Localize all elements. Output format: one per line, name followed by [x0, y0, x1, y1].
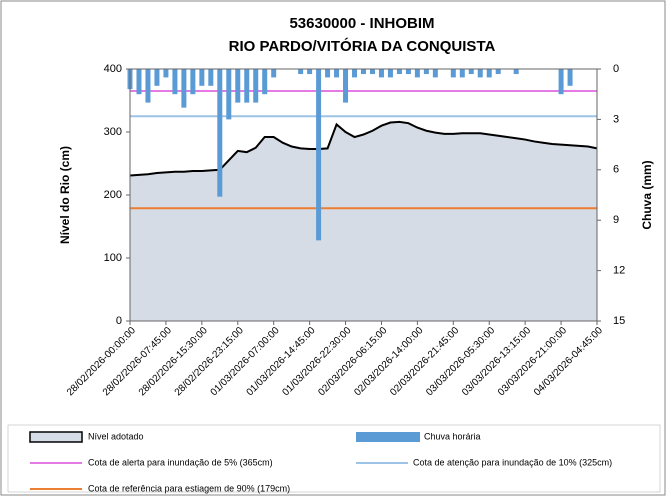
- legend-label: Cota de atenção para inundação de 10% (3…: [413, 457, 612, 467]
- legend-label: Chuva horária: [424, 431, 481, 441]
- chart-title: 53630000 - INHOBIM: [289, 15, 434, 32]
- bar: [396, 69, 402, 75]
- area-line: [129, 120, 598, 177]
- bar: [495, 69, 501, 75]
- bar: [361, 69, 366, 75]
- bar: [405, 69, 411, 75]
- legend-box: [7, 424, 661, 493]
- bar: [172, 69, 178, 95]
- bar: [558, 69, 564, 95]
- y-tick-label: 400: [104, 63, 122, 75]
- legend-swatch: [356, 432, 420, 442]
- bar: [486, 69, 492, 78]
- bar: [154, 69, 160, 86]
- y-tick-label: 300: [104, 126, 122, 138]
- bar: [271, 69, 277, 78]
- bar: [226, 69, 232, 120]
- bar: [217, 69, 223, 197]
- bar: [513, 69, 519, 75]
- bar: [567, 69, 573, 86]
- y-axis-title: Nível do Rio (cm): [58, 146, 72, 244]
- bar: [352, 69, 358, 78]
- y-tick-label: 200: [104, 189, 122, 201]
- bar: [163, 69, 169, 78]
- bar: [477, 69, 483, 78]
- bar: [307, 69, 313, 75]
- legend-label: Cota de referência para estiagem de 90% …: [88, 483, 290, 493]
- bar: [208, 69, 214, 86]
- legend-label: Nível adotado: [88, 431, 144, 441]
- bar: [262, 69, 268, 95]
- area-fill: [130, 121, 597, 321]
- bar: [387, 69, 393, 78]
- y-tick-label: 100: [104, 252, 122, 264]
- y2-tick-label: 12: [613, 265, 625, 277]
- y2-tick-label: 6: [613, 164, 619, 176]
- bar: [459, 69, 465, 78]
- bar: [253, 69, 259, 103]
- bar: [343, 69, 349, 103]
- y2-tick-label: 0: [613, 63, 619, 75]
- legend-label: Cota de alerta para inundação de 5% (365…: [88, 457, 273, 467]
- bar: [136, 69, 142, 95]
- bar: [190, 69, 196, 95]
- bar: [316, 69, 322, 241]
- bar: [432, 69, 438, 78]
- bar: [423, 69, 429, 75]
- bar: [468, 69, 474, 75]
- y2-tick-label: 3: [613, 113, 619, 125]
- bar: [181, 69, 187, 108]
- bar: [369, 69, 375, 75]
- y-tick-label: 0: [116, 315, 122, 327]
- y2-tick-label: 9: [613, 214, 619, 226]
- legend-swatch: [29, 431, 83, 443]
- bar: [334, 69, 340, 78]
- bar: [244, 69, 250, 103]
- bar: [378, 69, 384, 78]
- bar: [450, 69, 456, 78]
- bar: [235, 69, 241, 103]
- bar: [325, 69, 331, 78]
- bar: [298, 69, 304, 75]
- chart-subtitle: RIO PARDO/VITÓRIA DA CONQUISTA: [229, 37, 496, 55]
- y2-tick-label: 15: [613, 315, 625, 327]
- y2-axis-title: Chuva (mm): [640, 160, 654, 229]
- bar: [145, 69, 151, 103]
- bar: [199, 69, 205, 86]
- bar: [414, 69, 420, 78]
